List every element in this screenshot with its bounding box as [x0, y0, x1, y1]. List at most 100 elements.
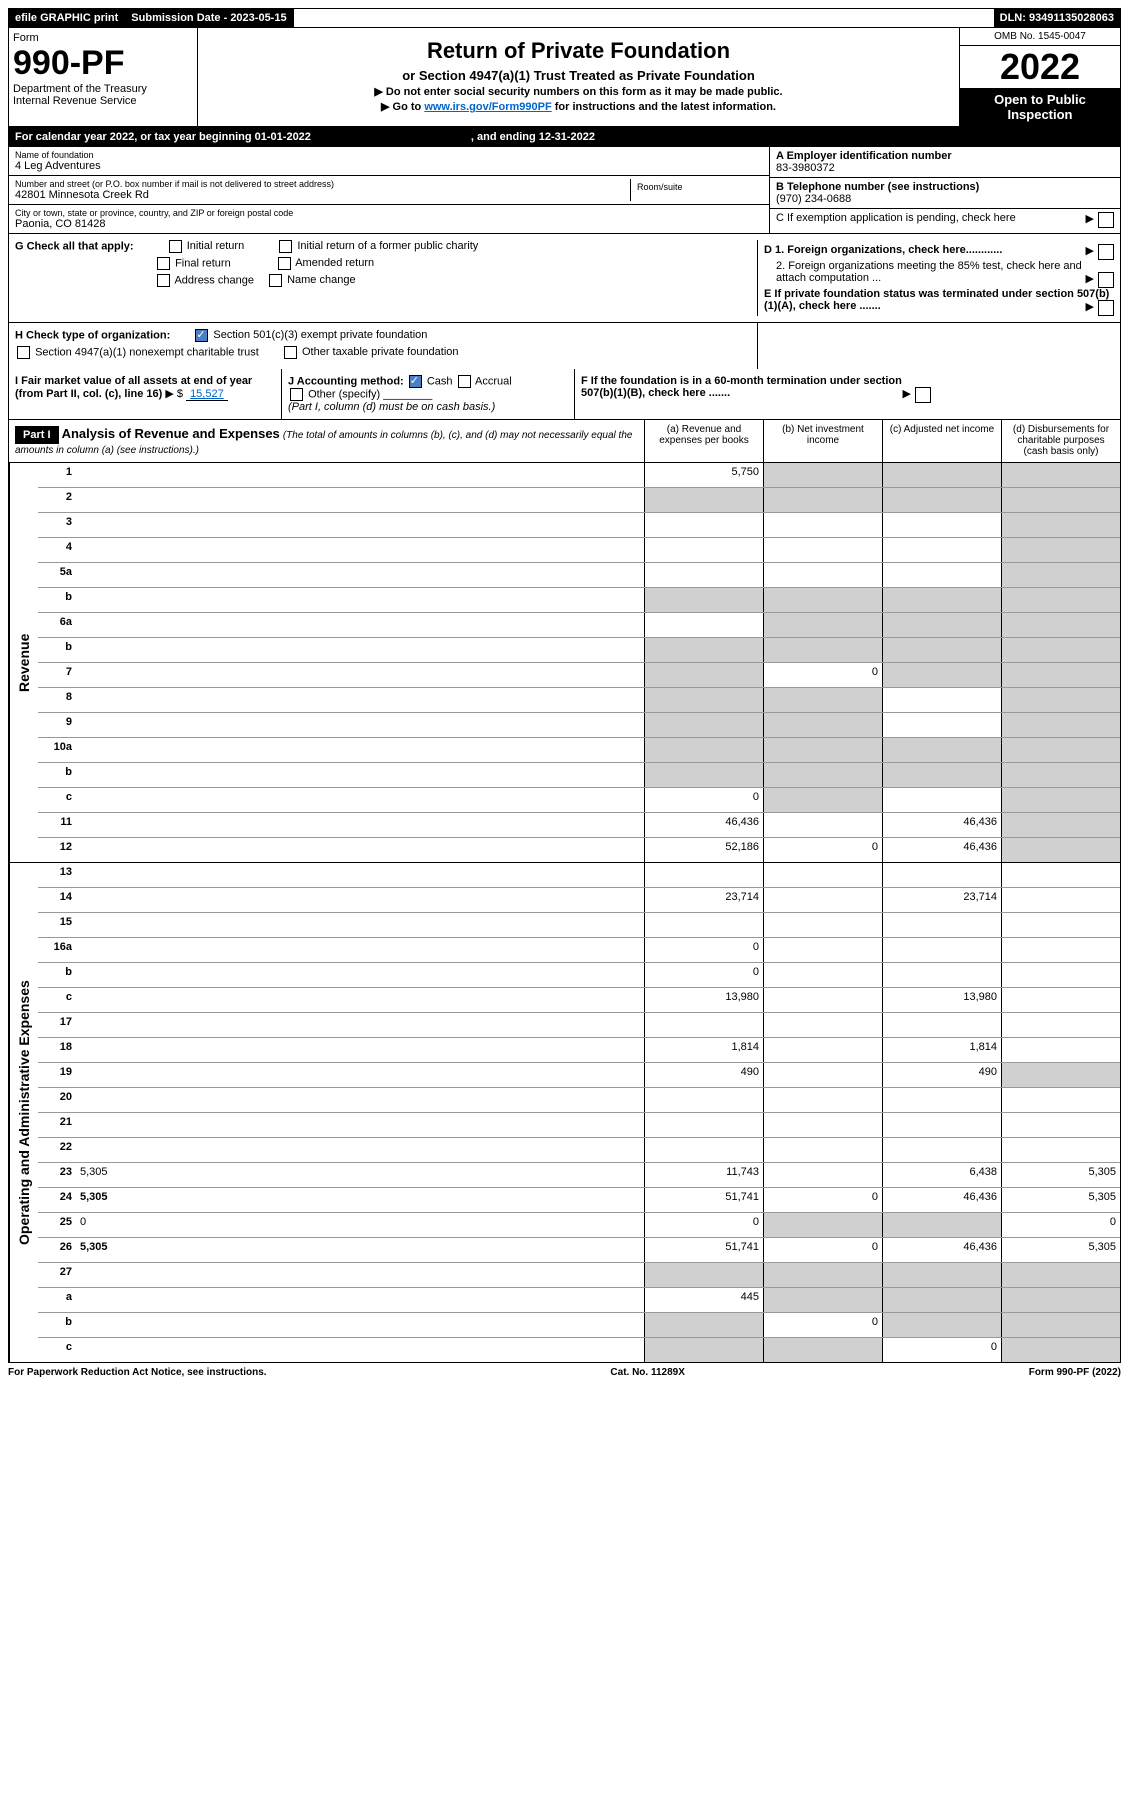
value-cell-c: [882, 863, 1001, 887]
value-cell-a: [644, 613, 763, 637]
line-description: [76, 1038, 644, 1062]
line-number: 22: [38, 1138, 76, 1162]
value-cell-b: [763, 1288, 882, 1312]
value-cell-b: 0: [763, 663, 882, 687]
table-row: 21: [38, 1113, 1120, 1138]
value-cell-b: [763, 1138, 882, 1162]
line-description: [76, 888, 644, 912]
table-row: b: [38, 763, 1120, 788]
value-cell-d: [1001, 688, 1120, 712]
value-cell-b: 0: [763, 1238, 882, 1262]
table-row: 245,30551,741046,4365,305: [38, 1188, 1120, 1213]
d2-checkbox[interactable]: [1098, 272, 1114, 288]
value-cell-a: [644, 563, 763, 587]
table-row: 19490490: [38, 1063, 1120, 1088]
initial-return-checkbox[interactable]: [169, 240, 182, 253]
table-row: 13: [38, 863, 1120, 888]
value-cell-a: [644, 663, 763, 687]
section-g-d-e: G Check all that apply: Initial return I…: [8, 234, 1121, 323]
line-number: c: [38, 1338, 76, 1362]
value-cell-d: [1001, 963, 1120, 987]
form-title: Return of Private Foundation: [204, 38, 953, 64]
value-cell-d: [1001, 1313, 1120, 1337]
e-checkbox[interactable]: [1098, 300, 1114, 316]
final-return-checkbox[interactable]: [157, 257, 170, 270]
line-number: 20: [38, 1088, 76, 1112]
value-cell-b: [763, 1163, 882, 1187]
value-cell-b: [763, 563, 882, 587]
value-cell-c: [882, 1138, 1001, 1162]
value-cell-a: [644, 1338, 763, 1362]
value-cell-a: [644, 513, 763, 537]
value-cell-d: [1001, 588, 1120, 612]
value-cell-d: [1001, 488, 1120, 512]
street-address: 42801 Minnesota Creek Rd: [15, 189, 630, 201]
value-cell-d: [1001, 1338, 1120, 1362]
cash-checkbox[interactable]: [409, 375, 422, 388]
line-description: [76, 688, 644, 712]
line-description: [76, 788, 644, 812]
other-method-checkbox[interactable]: [290, 388, 303, 401]
table-row: 6a: [38, 613, 1120, 638]
value-cell-d: 0: [1001, 1213, 1120, 1237]
foundation-name-cell: Name of foundation 4 Leg Adventures: [9, 147, 769, 176]
amended-checkbox[interactable]: [278, 257, 291, 270]
value-cell-d: [1001, 638, 1120, 662]
value-cell-a: [644, 1013, 763, 1037]
value-cell-c: 6,438: [882, 1163, 1001, 1187]
value-cell-b: [763, 963, 882, 987]
value-cell-b: [763, 538, 882, 562]
value-cell-c: [882, 713, 1001, 737]
value-cell-d: [1001, 788, 1120, 812]
page-footer: For Paperwork Reduction Act Notice, see …: [8, 1363, 1121, 1382]
value-cell-a: 0: [644, 938, 763, 962]
value-cell-a: [644, 913, 763, 937]
table-row: 1423,71423,714: [38, 888, 1120, 913]
c-checkbox[interactable]: [1098, 212, 1114, 228]
initial-former-checkbox[interactable]: [279, 240, 292, 253]
f-checkbox[interactable]: [915, 387, 931, 403]
line-number: 2: [38, 488, 76, 512]
line-description: [76, 1288, 644, 1312]
line-number: b: [38, 1313, 76, 1337]
value-cell-c: [882, 1213, 1001, 1237]
d1-checkbox[interactable]: [1098, 244, 1114, 260]
value-cell-c: [882, 588, 1001, 612]
value-cell-d: [1001, 1138, 1120, 1162]
city-cell: City or town, state or province, country…: [9, 205, 769, 233]
value-cell-a: 0: [644, 788, 763, 812]
irs-link[interactable]: www.irs.gov/Form990PF: [424, 101, 551, 113]
line-description: [76, 813, 644, 837]
value-cell-b: [763, 1213, 882, 1237]
value-cell-a: 51,741: [644, 1238, 763, 1262]
line-number: c: [38, 988, 76, 1012]
value-cell-c: [882, 763, 1001, 787]
line-number: 15: [38, 913, 76, 937]
table-row: c0: [38, 788, 1120, 813]
efile-print-button[interactable]: efile GRAPHIC print: [9, 9, 125, 27]
table-row: 181,8141,814: [38, 1038, 1120, 1063]
line-description: [76, 938, 644, 962]
value-cell-c: [882, 1113, 1001, 1137]
line-number: c: [38, 788, 76, 812]
value-cell-c: [882, 1088, 1001, 1112]
table-row: b: [38, 588, 1120, 613]
value-cell-a: [644, 638, 763, 662]
line-number: 14: [38, 888, 76, 912]
part-title: Analysis of Revenue and Expenses: [62, 426, 280, 441]
value-cell-c: 46,436: [882, 813, 1001, 837]
value-cell-c: 0: [882, 1338, 1001, 1362]
value-cell-a: [644, 1263, 763, 1287]
value-cell-c: 46,436: [882, 838, 1001, 862]
address-change-checkbox[interactable]: [157, 274, 170, 287]
501c3-checkbox[interactable]: [195, 329, 208, 342]
value-cell-c: [882, 688, 1001, 712]
4947-checkbox[interactable]: [17, 346, 30, 359]
name-change-checkbox[interactable]: [269, 274, 282, 287]
value-cell-b: [763, 888, 882, 912]
line-description: [76, 763, 644, 787]
value-cell-a: [644, 1138, 763, 1162]
other-taxable-checkbox[interactable]: [284, 346, 297, 359]
accrual-checkbox[interactable]: [458, 375, 471, 388]
d2-line: 2. Foreign organizations meeting the 85%…: [764, 260, 1114, 284]
